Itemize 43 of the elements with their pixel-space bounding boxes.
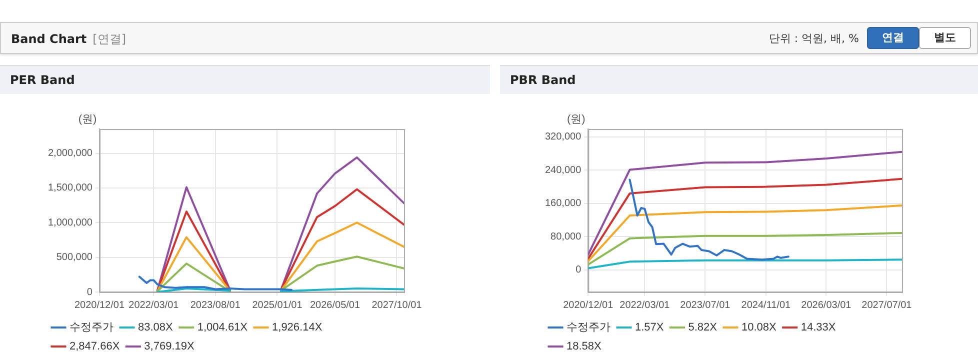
legend-label: 5.82X [688,322,718,334]
x-tick-label: 2024/11/01 [741,300,792,311]
y-tick-label: 2,000,000 [48,148,93,160]
y-tick-label: 240,000 [544,164,582,176]
text: 별도 [919,27,971,49]
chart-title: PER Band [0,65,490,94]
text: [연결] [92,32,126,46]
text: 연결 [867,27,919,49]
legend-label: 18.58X [566,340,602,353]
legend-label: 14.33X [800,322,836,334]
legend-label: 1,004.61X [197,322,248,334]
legend-label: 2,847.66X [70,340,120,353]
y-axis-title: (원) [78,114,97,126]
text: Band Chart [11,32,87,46]
x-tick-label: 2025/01/01 [252,300,303,311]
x-tick-label: 2027/10/01 [372,300,422,311]
y-tick-label: 160,000 [544,198,582,210]
x-tick-label: 2020/12/01 [74,300,125,311]
x-tick-label: 2026/05/01 [310,300,360,311]
y-tick-label: 500,000 [56,252,93,264]
y-tick-label: 0 [576,264,582,276]
legend-label: 수정주가 [566,322,610,334]
y-tick-label: 0 [86,286,93,298]
legend-label: 1,926.14X [272,322,323,334]
y-tick-label: 1,500,000 [48,182,93,194]
y-tick-label: 320,000 [544,132,582,143]
x-tick-label: 2023/08/01 [190,300,241,311]
legend-label: 83.08X [138,322,174,334]
legend-label: 1.57X [635,322,664,334]
x-tick-label: 2022/03/01 [620,300,670,311]
y-tick-label: 1,000,000 [48,217,93,228]
y-tick-label: 80,000 [550,231,582,242]
text: 단위 : 억원, 배, % [768,31,859,46]
chart-title: PBR Band [500,65,978,94]
x-tick-label: 2023/07/01 [680,300,731,311]
x-tick-label: 2027/07/01 [862,300,912,311]
legend-label: 3,769.19X [144,340,195,353]
x-tick-label: 2020/12/01 [563,300,614,311]
x-tick-label: 2022/03/01 [128,300,180,311]
legend-label: 수정주가 [70,322,114,334]
y-axis-title: (원) [566,114,586,126]
x-tick-label: 2026/03/01 [801,300,852,311]
legend-label: 10.08X [741,322,778,334]
